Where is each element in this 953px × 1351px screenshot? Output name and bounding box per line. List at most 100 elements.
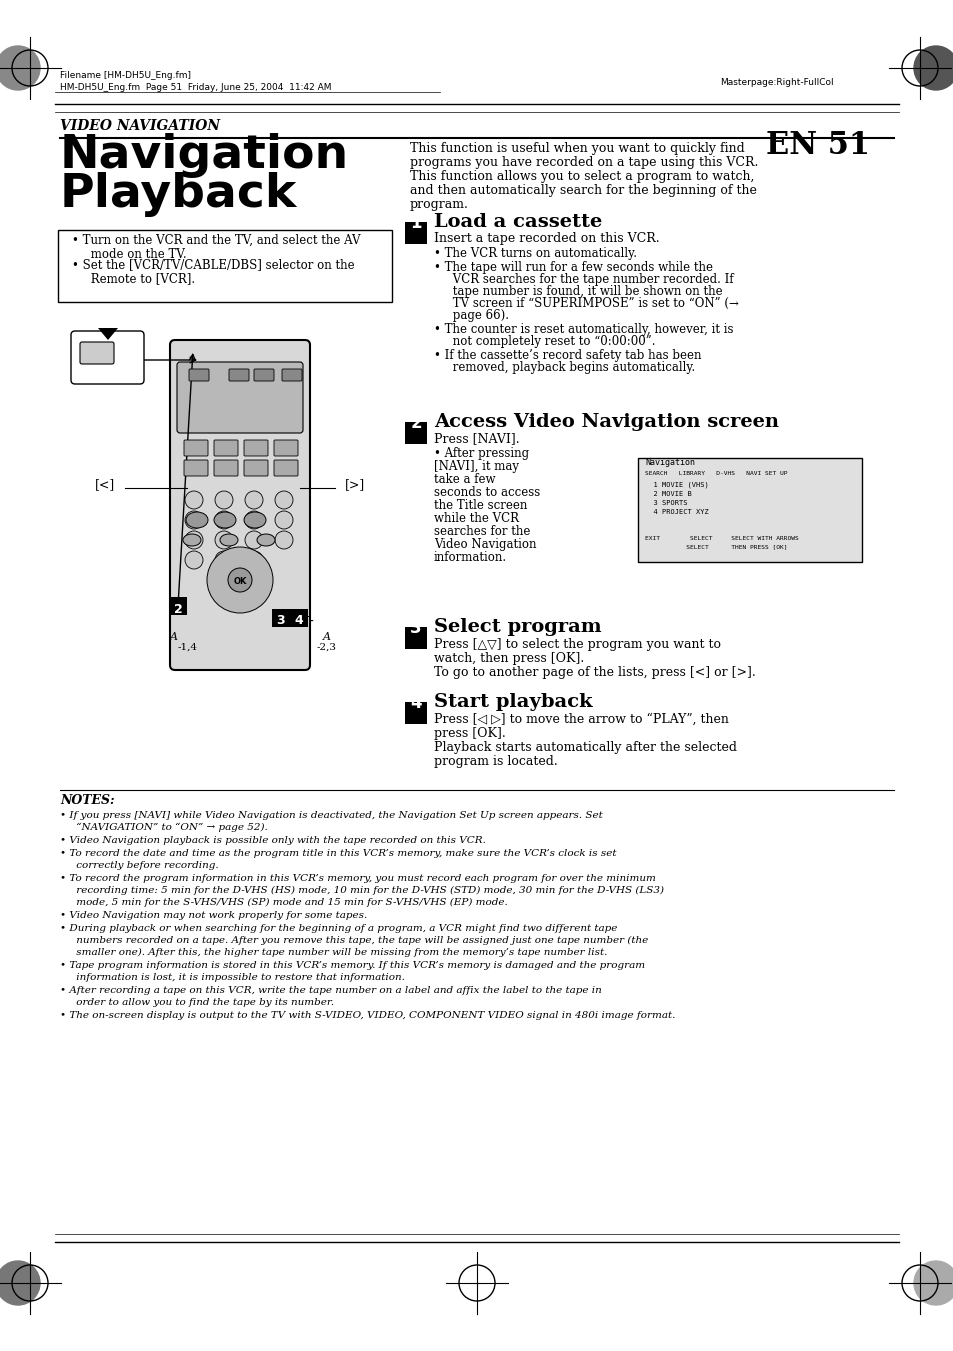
Ellipse shape — [183, 534, 201, 546]
FancyBboxPatch shape — [253, 369, 274, 381]
Text: order to allow you to find the tape by its number.: order to allow you to find the tape by i… — [60, 998, 334, 1006]
Text: • Video Navigation may not work properly for some tapes.: • Video Navigation may not work properly… — [60, 911, 367, 920]
Text: • After recording a tape on this VCR, write the tape number on a label and affix: • After recording a tape on this VCR, wr… — [60, 986, 601, 994]
FancyBboxPatch shape — [290, 609, 308, 627]
Text: [NAVI], it may: [NAVI], it may — [434, 459, 518, 473]
Text: • The on-screen display is output to the TV with S-VIDEO, VIDEO, COMPONENT VIDEO: • The on-screen display is output to the… — [60, 1011, 675, 1020]
FancyBboxPatch shape — [244, 459, 268, 476]
Text: mode, 5 min for the S-VHS/VHS (SP) mode and 15 min for S-VHS/VHS (EP) mode.: mode, 5 min for the S-VHS/VHS (SP) mode … — [60, 898, 507, 907]
Text: +: + — [193, 442, 199, 451]
Text: Start playback: Start playback — [434, 693, 592, 711]
Text: numbers recorded on a tape. After you remove this tape, the tape will be assigne: numbers recorded on a tape. After you re… — [60, 936, 648, 944]
Text: 2: 2 — [221, 496, 227, 505]
Text: seconds to access: seconds to access — [434, 486, 539, 499]
Text: 6: 6 — [251, 516, 256, 526]
Text: *TV  /DBS: *TV /DBS — [78, 351, 118, 359]
FancyBboxPatch shape — [169, 597, 187, 615]
Text: information is lost, it is impossible to restore that information.: information is lost, it is impossible to… — [60, 973, 404, 982]
Text: Access Video Navigation screen: Access Video Navigation screen — [434, 413, 779, 431]
Text: searches for the: searches for the — [434, 526, 530, 538]
FancyBboxPatch shape — [282, 369, 302, 381]
Text: 4 PROJECT XYZ: 4 PROJECT XYZ — [644, 509, 708, 515]
Text: program is located.: program is located. — [434, 755, 558, 767]
Text: 3 SPORTS: 3 SPORTS — [644, 500, 687, 507]
Text: • If the cassette’s record safety tab has been: • If the cassette’s record safety tab ha… — [434, 349, 700, 362]
Text: 9: 9 — [251, 536, 256, 544]
FancyBboxPatch shape — [71, 331, 144, 384]
Text: • Turn on the VCR and the TV, and select the AV: • Turn on the VCR and the TV, and select… — [71, 234, 360, 247]
Text: +: + — [253, 442, 259, 451]
Text: Select program: Select program — [434, 617, 601, 636]
FancyBboxPatch shape — [405, 222, 427, 245]
Text: .: . — [282, 536, 285, 544]
Text: • To record the program information in this VCR’s memory, you must record each p: • To record the program information in t… — [60, 874, 656, 884]
Text: • During playback or when searching for the beginning of a program, a VCR might : • During playback or when searching for … — [60, 924, 617, 934]
Ellipse shape — [186, 512, 208, 528]
Text: VCR searches for the tape number recorded. If: VCR searches for the tape number recorde… — [434, 273, 733, 286]
Text: -: - — [284, 462, 287, 471]
Text: VCR  CABLE: VCR CABLE — [78, 340, 128, 350]
Text: press [OK].: press [OK]. — [434, 727, 505, 740]
Circle shape — [185, 490, 203, 509]
Text: 2 MOVIE B: 2 MOVIE B — [644, 490, 691, 497]
Text: 8: 8 — [221, 536, 227, 544]
Text: tape number is found, it will be shown on the: tape number is found, it will be shown o… — [434, 285, 721, 299]
Text: information.: information. — [434, 551, 507, 563]
FancyBboxPatch shape — [274, 459, 297, 476]
Text: programs you have recorded on a tape using this VCR.: programs you have recorded on a tape usi… — [410, 155, 758, 169]
Circle shape — [214, 490, 233, 509]
Text: • After pressing: • After pressing — [434, 447, 529, 459]
Circle shape — [185, 531, 203, 549]
FancyBboxPatch shape — [184, 459, 208, 476]
Text: VIDEO NAVIGATION: VIDEO NAVIGATION — [60, 119, 220, 132]
Text: Playback: Playback — [60, 172, 297, 218]
Text: ‖: ‖ — [264, 536, 268, 544]
Text: [>]: [>] — [345, 478, 365, 490]
Circle shape — [228, 567, 252, 592]
Circle shape — [245, 490, 263, 509]
Text: -2,3: -2,3 — [316, 643, 336, 653]
Text: while the VCR: while the VCR — [434, 512, 518, 526]
Text: OK: OK — [233, 577, 247, 586]
Text: take a few: take a few — [434, 473, 495, 486]
Text: -1,4: -1,4 — [178, 643, 198, 653]
Circle shape — [185, 551, 203, 569]
Circle shape — [274, 531, 293, 549]
Text: • The VCR turns on automatically.: • The VCR turns on automatically. — [434, 247, 637, 259]
Text: • The tape will run for a few seconds while the: • The tape will run for a few seconds wh… — [434, 261, 712, 274]
Text: Video Navigation: Video Navigation — [434, 538, 536, 551]
Text: To go to another page of the lists, press [<] or [>].: To go to another page of the lists, pres… — [434, 666, 755, 680]
Text: EN 51: EN 51 — [765, 130, 869, 161]
Circle shape — [913, 1260, 953, 1305]
FancyBboxPatch shape — [272, 609, 290, 627]
Text: NOTES:: NOTES: — [60, 794, 114, 807]
Text: Press [NAVI].: Press [NAVI]. — [434, 432, 519, 444]
Text: TV screen if “SUPERIMPOSE” is set to “ON” (→: TV screen if “SUPERIMPOSE” is set to “ON… — [434, 297, 739, 309]
Text: • Set the [VCR/TV/CABLE/DBS] selector on the: • Set the [VCR/TV/CABLE/DBS] selector on… — [71, 258, 355, 272]
FancyBboxPatch shape — [213, 459, 237, 476]
Text: correctly before recording.: correctly before recording. — [60, 861, 218, 870]
Text: Press [△▽] to select the program you want to: Press [△▽] to select the program you wan… — [434, 638, 720, 651]
Text: smaller one). After this, the higher tape number will be missing from the memory: smaller one). After this, the higher tap… — [60, 948, 607, 957]
Text: -: - — [194, 462, 197, 471]
Circle shape — [207, 547, 273, 613]
FancyBboxPatch shape — [405, 703, 427, 724]
FancyBboxPatch shape — [189, 369, 209, 381]
FancyBboxPatch shape — [58, 230, 392, 303]
Ellipse shape — [220, 534, 237, 546]
FancyBboxPatch shape — [177, 362, 303, 434]
Circle shape — [274, 490, 293, 509]
Text: This function is useful when you want to quickly find: This function is useful when you want to… — [410, 142, 744, 155]
Text: 1 MOVIE (VHS): 1 MOVIE (VHS) — [644, 482, 708, 489]
Polygon shape — [98, 328, 118, 340]
Text: 4: 4 — [294, 613, 303, 627]
Text: [<]: [<] — [95, 478, 115, 490]
FancyBboxPatch shape — [184, 440, 208, 457]
Text: and then automatically search for the beginning of the: and then automatically search for the be… — [410, 184, 756, 197]
Text: Playback starts automatically after the selected: Playback starts automatically after the … — [434, 740, 737, 754]
Circle shape — [185, 511, 203, 530]
Circle shape — [245, 531, 263, 549]
Text: ►: ► — [221, 517, 229, 527]
Text: A: A — [170, 632, 178, 642]
Text: • If you press [NAVI] while Video Navigation is deactivated, the Navigation Set : • If you press [NAVI] while Video Naviga… — [60, 811, 602, 820]
